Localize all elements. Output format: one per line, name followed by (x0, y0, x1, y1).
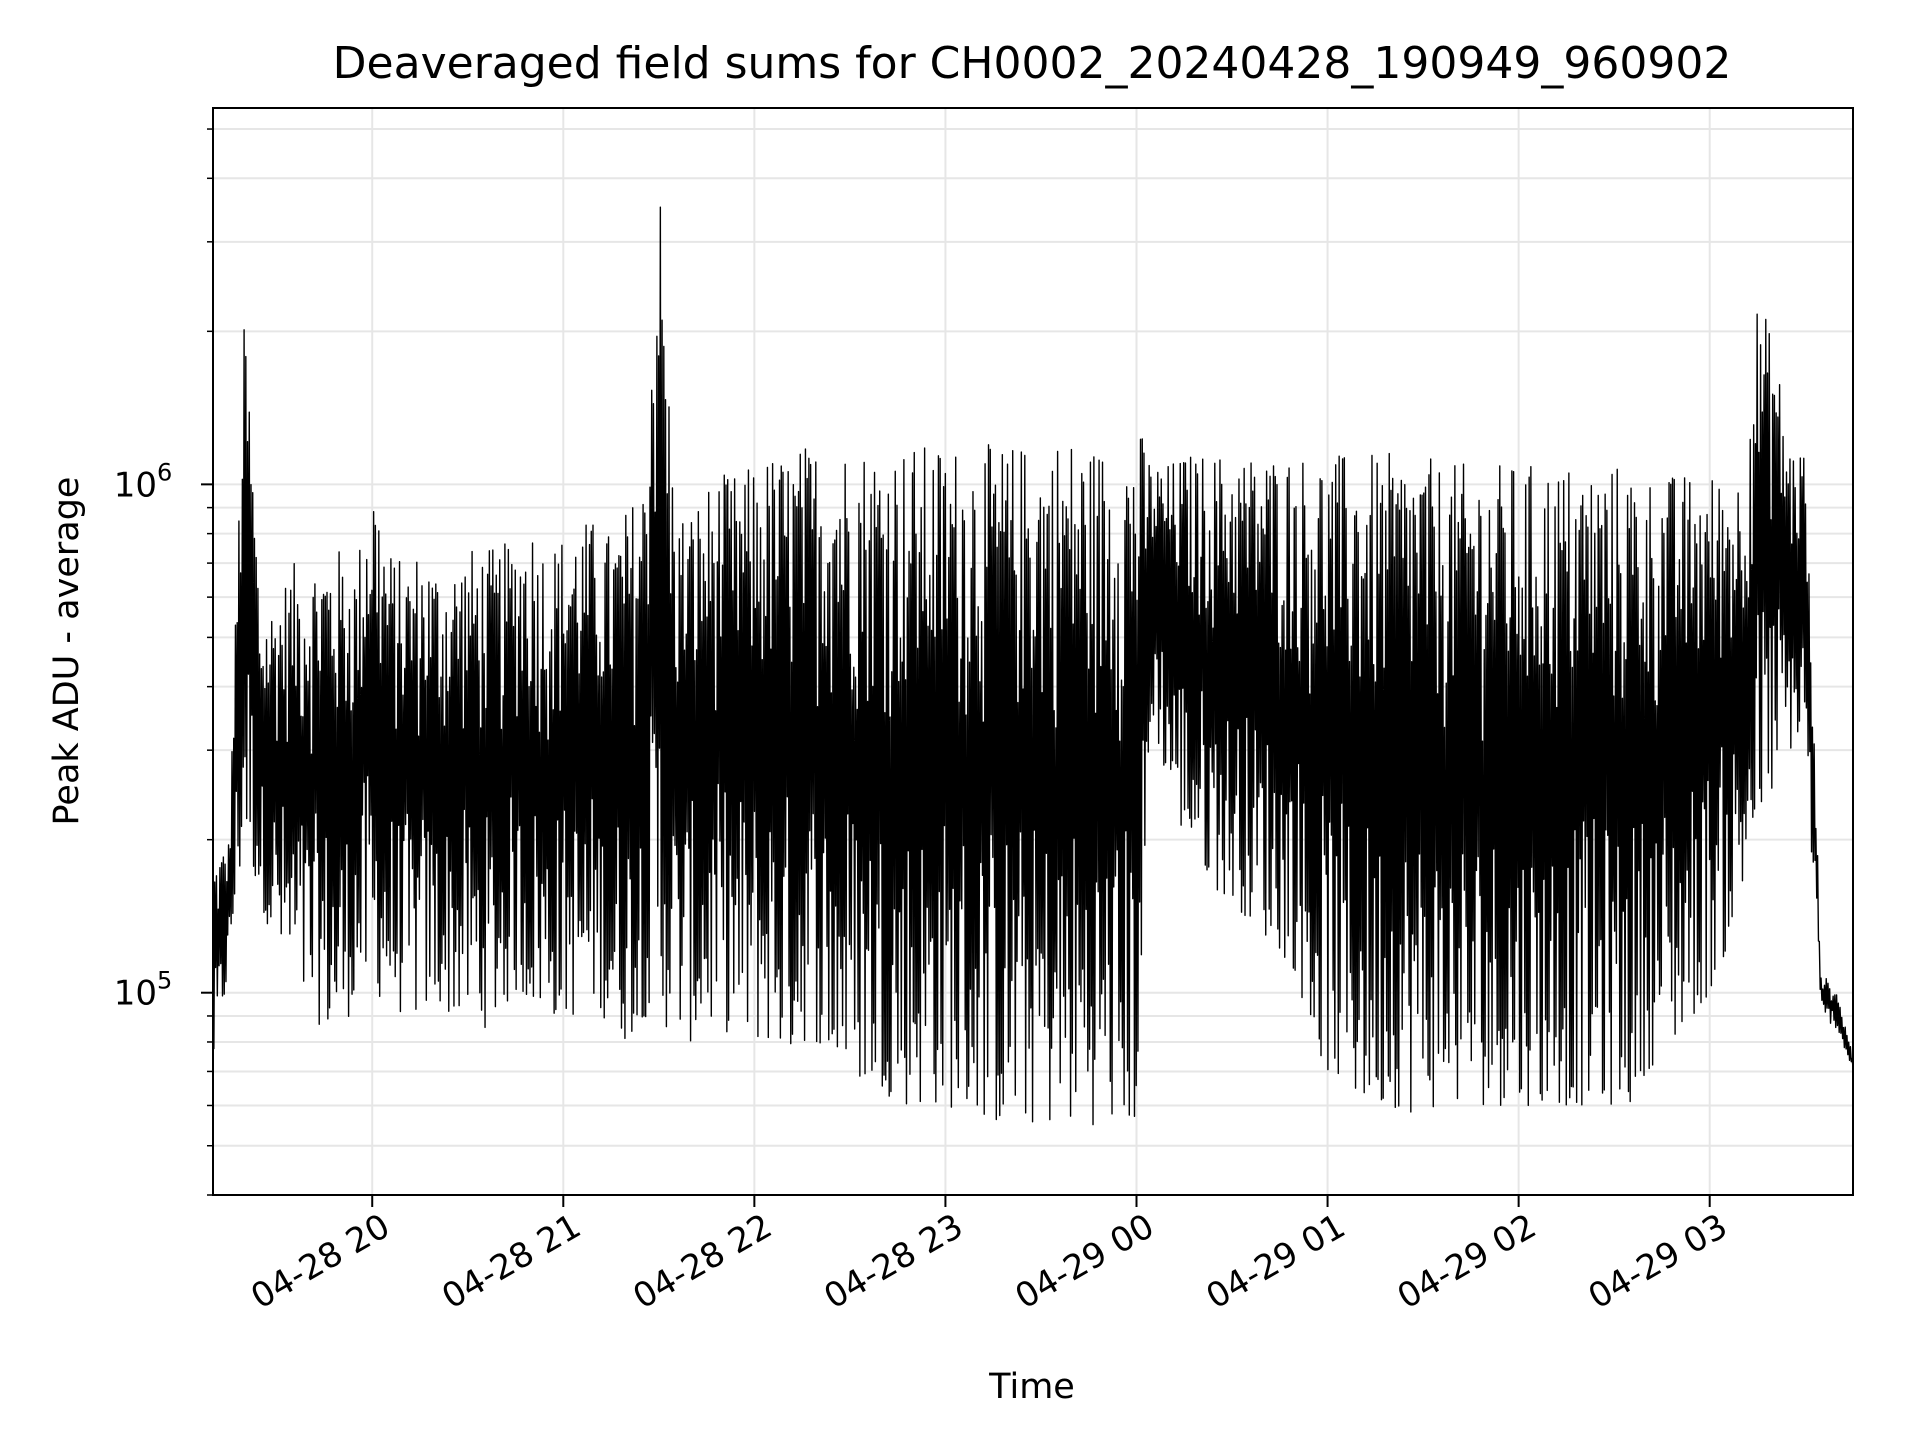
y-tick-label: 105 (114, 967, 173, 1014)
y-axis-label: Peak ADU - average (47, 477, 87, 826)
plot-area (212, 107, 1854, 1196)
series-line (212, 206, 1854, 1126)
chart-title: Deaveraged field sums for CH0002_2024042… (333, 38, 1732, 89)
y-axis: 105 106 (114, 128, 213, 1196)
y-tick-label: 106 (114, 458, 173, 505)
series-path (212, 206, 1854, 1126)
plot-frame (212, 107, 1854, 1196)
x-axis-label: Time (988, 1367, 1075, 1407)
